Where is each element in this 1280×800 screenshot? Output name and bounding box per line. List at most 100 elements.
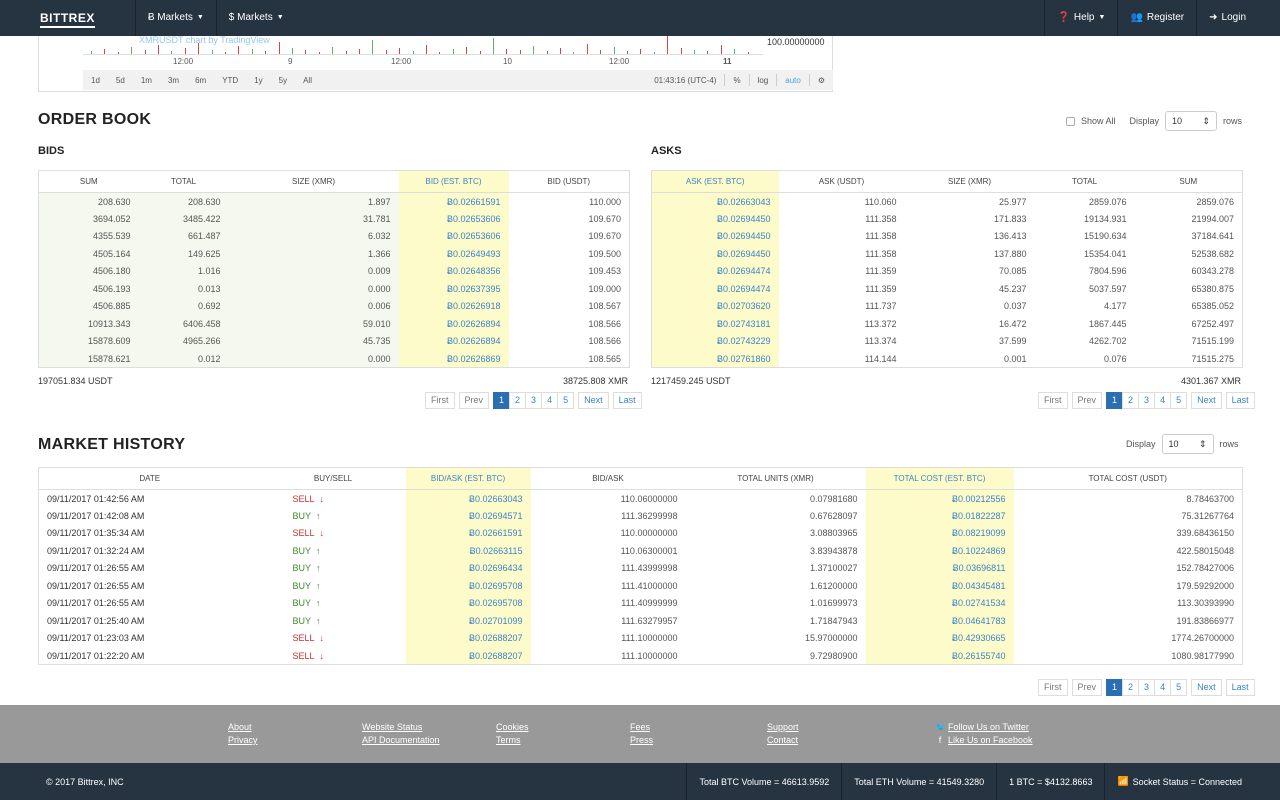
col-total[interactable]: TOTAL — [138, 170, 229, 193]
table-row[interactable]: 09/11/2017 01:25:40 AM BUY ↑ Ƀ0.02701099 111… — [39, 612, 1243, 630]
cookies-link[interactable]: Cookies — [496, 722, 529, 732]
table-row[interactable]: 09/11/2017 01:22:20 AM SELL ↓ Ƀ0.02688207 11… — [39, 647, 1243, 665]
help-menu[interactable]: ❓ Help ▼ — [1044, 0, 1117, 36]
table-row[interactable]: 10913.343 6406.458 59.010 Ƀ0.02626894 108.56… — [38, 315, 630, 333]
twitter-link[interactable]: Follow Us on Twitter — [948, 722, 1029, 732]
col-ask-usdt[interactable]: ASK (USDT) — [778, 170, 905, 193]
range-3m[interactable]: 3m — [167, 75, 180, 85]
page-4[interactable]: 4 — [1154, 679, 1172, 696]
range-1y[interactable]: 1y — [254, 75, 263, 85]
table-row[interactable]: Ƀ0.02694450 111.358 171.833 19134.931 21994.… — [651, 210, 1243, 228]
table-row[interactable]: 09/11/2017 01:35:34 AM SELL ↓ Ƀ0.02661591 11… — [39, 524, 1243, 542]
page-next[interactable]: Next — [578, 392, 609, 409]
table-row[interactable]: 09/11/2017 01:26:55 AM BUY ↑ Ƀ0.02696434 111… — [39, 559, 1243, 577]
support-link[interactable]: Support — [767, 722, 799, 732]
page-5[interactable]: 5 — [557, 392, 575, 409]
page-2[interactable]: 2 — [509, 392, 527, 409]
percent-toggle[interactable]: % — [733, 75, 741, 85]
col-size[interactable]: SIZE (XMR) — [228, 170, 399, 193]
table-row[interactable]: 15878.621 0.012 0.000 Ƀ0.02626869 108.565 — [38, 350, 630, 368]
page-first[interactable]: First — [425, 392, 455, 409]
auto-toggle[interactable]: auto — [785, 75, 801, 85]
show-all-checkbox[interactable] — [1066, 116, 1075, 126]
brand-logo[interactable]: BITTREX — [0, 0, 135, 36]
range-all[interactable]: All — [303, 75, 312, 85]
table-row[interactable]: 09/11/2017 01:42:56 AM SELL ↓ Ƀ0.02663043 11… — [39, 489, 1243, 507]
range-6m[interactable]: 6m — [195, 75, 207, 85]
col-buy-sell[interactable]: BUY/SELL — [260, 467, 406, 490]
page-3[interactable]: 3 — [1138, 392, 1156, 409]
table-row[interactable]: Ƀ0.02694474 111.359 70.085 7804.596 60343.27… — [651, 262, 1243, 280]
table-row[interactable]: Ƀ0.02743229 113.374 37.599 4262.702 71515.19… — [651, 332, 1243, 350]
page-1[interactable]: 1 — [1106, 392, 1124, 409]
register-link[interactable]: 👥 Register — [1117, 0, 1196, 36]
col-sum[interactable]: SUM — [1134, 170, 1243, 193]
col-bid-usdt[interactable]: BID (USDT) — [508, 170, 630, 193]
history-rows-select[interactable]: 10 ⇕ — [1161, 434, 1214, 454]
chart-plot-area[interactable]: XMRUSDT chart by TradingView — [83, 36, 763, 55]
col-total-cost-btc[interactable]: TOTAL COST (EST. BTC) — [865, 467, 1014, 490]
page-5[interactable]: 5 — [1170, 392, 1188, 409]
page-2[interactable]: 2 — [1122, 679, 1140, 696]
col-bid-ask-btc[interactable]: BID/ASK (EST. BTC) — [405, 467, 531, 490]
table-row[interactable]: 208.630 208.630 1.897 Ƀ0.02661591 110.000 — [38, 192, 630, 210]
page-prev[interactable]: Prev — [458, 392, 490, 409]
table-row[interactable]: 4505.164 149.625 1.366 Ƀ0.02649493 109.500 — [38, 245, 630, 263]
table-row[interactable]: 15878.609 4965.266 45.735 Ƀ0.02626894 108.56… — [38, 332, 630, 350]
table-row[interactable]: 09/11/2017 01:32:24 AM BUY ↑ Ƀ0.02663115 110… — [39, 542, 1243, 560]
range-5d[interactable]: 5d — [115, 75, 125, 85]
range-ytd[interactable]: YTD — [222, 75, 239, 85]
table-row[interactable]: 4506.193 0.013 0.000 Ƀ0.02637395 109.000 — [38, 280, 630, 298]
table-row[interactable]: 3694.052 3485.422 31.781 Ƀ0.02653606 109.670 — [38, 210, 630, 228]
settings-gear-icon[interactable]: ⚙ — [817, 75, 825, 85]
contact-link[interactable]: Contact — [767, 735, 799, 745]
price-chart[interactable]: XMRUSDT chart by TradingView 100.0000000… — [38, 36, 833, 92]
orderbook-rows-select[interactable]: 10 ⇕ — [1165, 111, 1218, 131]
col-total[interactable]: TOTAL — [1034, 170, 1135, 193]
table-row[interactable]: 09/11/2017 01:42:08 AM BUY ↑ Ƀ0.02694571 111… — [39, 507, 1243, 525]
page-1[interactable]: 1 — [1106, 679, 1124, 696]
page-4[interactable]: 4 — [1154, 392, 1172, 409]
range-5y[interactable]: 5y — [278, 75, 288, 85]
table-row[interactable]: 09/11/2017 01:26:55 AM BUY ↑ Ƀ0.02695708 111… — [39, 577, 1243, 595]
col-bid-ask[interactable]: BID/ASK — [530, 467, 686, 490]
table-row[interactable]: 09/11/2017 01:26:55 AM BUY ↑ Ƀ0.02695708 111… — [39, 594, 1243, 612]
privacy-link[interactable]: Privacy — [228, 735, 258, 745]
table-row[interactable]: Ƀ0.02694450 111.358 136.413 15190.634 37184.… — [651, 227, 1243, 245]
page-3[interactable]: 3 — [525, 392, 543, 409]
log-toggle[interactable]: log — [757, 75, 769, 85]
range-1d[interactable]: 1d — [91, 75, 100, 85]
page-prev[interactable]: Prev — [1071, 679, 1103, 696]
page-last[interactable]: Last — [1225, 392, 1255, 409]
page-1[interactable]: 1 — [493, 392, 511, 409]
table-row[interactable]: Ƀ0.02761860 114.144 0.001 0.076 71515.275 — [651, 350, 1243, 368]
about-link[interactable]: About — [228, 722, 252, 732]
fees-link[interactable]: Fees — [630, 722, 651, 732]
table-row[interactable]: 4506.180 1.016 0.009 Ƀ0.02648356 109.453 — [38, 262, 630, 280]
btc-markets-menu[interactable]: Ƀ Markets ▼ — [134, 0, 216, 36]
login-link[interactable]: ➜ Login — [1196, 0, 1280, 36]
page-2[interactable]: 2 — [1122, 392, 1140, 409]
page-3[interactable]: 3 — [1138, 679, 1156, 696]
press-link[interactable]: Press — [630, 735, 654, 745]
facebook-link[interactable]: Like Us on Facebook — [948, 735, 1033, 745]
col-total-cost-usdt[interactable]: TOTAL COST (USDT) — [1013, 467, 1243, 490]
page-first[interactable]: First — [1038, 392, 1068, 409]
col-bid-btc[interactable]: BID (EST. BTC) — [398, 170, 509, 193]
col-size[interactable]: SIZE (XMR) — [904, 170, 1035, 193]
page-4[interactable]: 4 — [541, 392, 559, 409]
table-row[interactable]: Ƀ0.02743181 113.372 16.472 1867.445 67252.49… — [651, 315, 1243, 333]
page-next[interactable]: Next — [1191, 392, 1222, 409]
range-1m[interactable]: 1m — [140, 75, 152, 85]
page-5[interactable]: 5 — [1170, 679, 1188, 696]
table-row[interactable]: 4506.885 0.692 0.006 Ƀ0.02626918 108.567 — [38, 297, 630, 315]
table-row[interactable]: Ƀ0.02663043 110.060 25.977 2859.076 2859.076 — [651, 192, 1243, 210]
usd-markets-menu[interactable]: $ Markets ▼ — [215, 0, 296, 36]
page-last[interactable]: Last — [1225, 679, 1255, 696]
terms-link[interactable]: Terms — [496, 735, 521, 745]
col-date[interactable]: DATE — [38, 467, 261, 490]
api-docs-link[interactable]: API Documentation — [362, 735, 440, 745]
table-row[interactable]: 09/11/2017 01:23:03 AM SELL ↓ Ƀ0.02688207 11… — [39, 629, 1243, 647]
table-row[interactable]: Ƀ0.02703620 111.737 0.037 4.177 65385.052 — [651, 297, 1243, 315]
col-ask-btc[interactable]: ASK (EST. BTC) — [651, 170, 779, 193]
